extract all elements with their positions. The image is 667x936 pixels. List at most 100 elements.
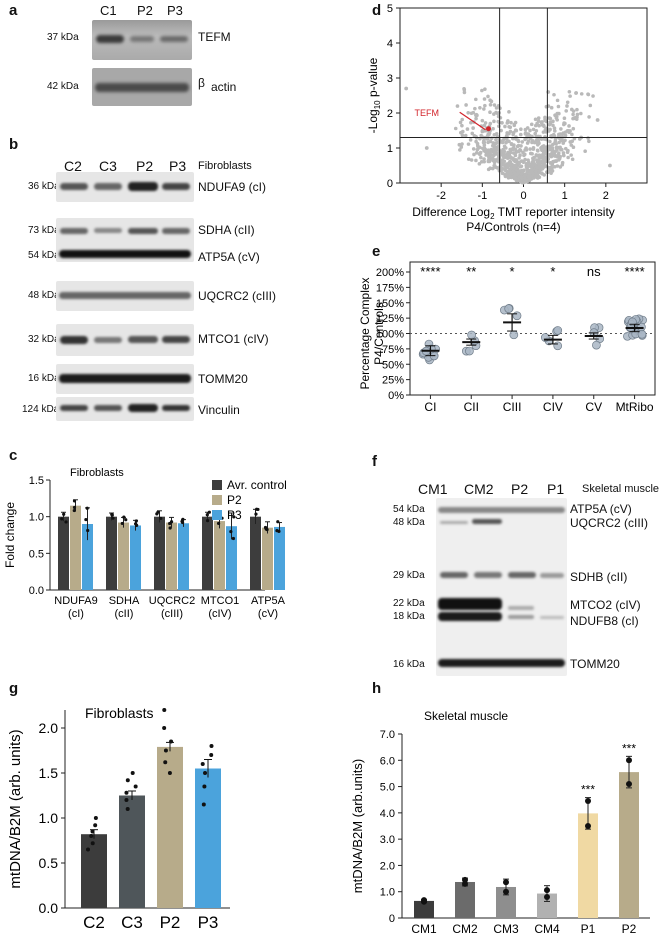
data-point (501, 147, 505, 152)
data-point (537, 123, 541, 128)
data-point (457, 142, 462, 147)
data-point (535, 142, 540, 147)
data-point (552, 92, 556, 97)
data-point (486, 158, 491, 163)
tissue-label: Fibroblasts (198, 160, 252, 172)
data-point (486, 150, 491, 155)
y-tick-label: 2.0 (380, 860, 395, 872)
data-point (474, 158, 478, 163)
data-point (482, 107, 486, 111)
lane-label: P3 (169, 158, 187, 174)
data-point (548, 127, 552, 132)
data-point (265, 527, 269, 532)
x-tick-label: MtRibo (616, 400, 654, 414)
lane-label-p2: P2 (137, 3, 153, 18)
data-point (125, 807, 130, 811)
x-tick-label: CV (585, 400, 602, 414)
data-point (90, 829, 95, 834)
data-point (162, 708, 167, 712)
data-point (540, 123, 545, 127)
data-point (544, 893, 550, 900)
y-axis-label: Fold change (3, 502, 17, 568)
bar (619, 772, 639, 918)
data-point (488, 121, 493, 126)
data-point (60, 517, 64, 521)
data-point (626, 780, 632, 787)
blot-label-actin: actin (211, 80, 237, 94)
data-point (488, 110, 492, 115)
significance-label: **** (420, 264, 440, 279)
data-point (493, 148, 498, 152)
kda-marker: 16 kDa (28, 373, 60, 384)
data-point (550, 169, 555, 173)
legend-label: P3 (227, 508, 242, 522)
data-point (549, 135, 554, 139)
chart-title: Fibroblasts (70, 467, 124, 479)
kda-marker: 36 kDa (28, 181, 60, 192)
y-tick-label: 100% (376, 329, 404, 341)
lane-label: P2 (136, 158, 154, 174)
chart-title: Fibroblasts (85, 705, 153, 721)
y-axis-label: mtDNA/B2M (arb. units) (7, 729, 24, 888)
blot-label: NDUFB8 (cI) (570, 614, 639, 628)
lane-label-c1: C1 (100, 3, 117, 18)
data-point (551, 119, 555, 124)
lane-label: C3 (99, 158, 117, 174)
data-point (494, 110, 498, 115)
data-point (475, 113, 479, 118)
data-point (562, 153, 566, 158)
data-point (579, 92, 584, 96)
data-point (504, 304, 514, 313)
significance-label: * (510, 264, 515, 279)
lane-label: CM1 (418, 481, 448, 497)
data-point (534, 153, 539, 157)
data-point (540, 120, 544, 124)
data-point (474, 97, 478, 102)
data-point (205, 513, 209, 517)
chart-d-volcano: -2 -1 0 1 2 0 1 2 3 4 5 TEFM -Log10 p-value Differenc… (366, 3, 648, 234)
data-point (516, 138, 520, 143)
bar (81, 834, 107, 908)
data-point (509, 163, 513, 167)
data-point (477, 145, 482, 150)
data-point (561, 131, 566, 135)
data-point (529, 168, 533, 173)
data-point (569, 153, 573, 157)
x-tick-label: (cIII) (161, 608, 183, 620)
data-point (513, 171, 517, 175)
legend-swatch (212, 495, 222, 505)
data-point (232, 515, 236, 519)
data-point (110, 513, 114, 517)
data-point (516, 169, 521, 173)
data-point (475, 147, 480, 152)
bar (214, 521, 225, 590)
data-point (526, 169, 530, 174)
data-point (527, 176, 532, 181)
data-point (511, 174, 516, 178)
data-point (167, 771, 172, 775)
data-point (534, 128, 539, 133)
data-point (124, 518, 128, 522)
bar (537, 893, 557, 918)
data-point (509, 330, 519, 340)
data-point (491, 158, 495, 163)
data-point (544, 887, 550, 894)
data-point (523, 127, 528, 132)
data-point (474, 151, 479, 155)
data-point (130, 771, 135, 775)
data-point (520, 168, 524, 173)
data-point (518, 132, 523, 137)
data-point (491, 126, 495, 131)
x-tick-label: ATP5A (251, 595, 286, 607)
data-point (508, 147, 513, 152)
data-point (478, 152, 482, 157)
data-point (525, 179, 530, 184)
y-axis-label: -Log10 p-value (366, 57, 382, 133)
data-point (531, 147, 536, 151)
data-point (72, 499, 77, 503)
data-point (567, 124, 571, 128)
data-point (513, 147, 518, 152)
x-tick-label: -1 (477, 190, 487, 202)
data-point (155, 512, 159, 516)
data-point (519, 159, 524, 163)
